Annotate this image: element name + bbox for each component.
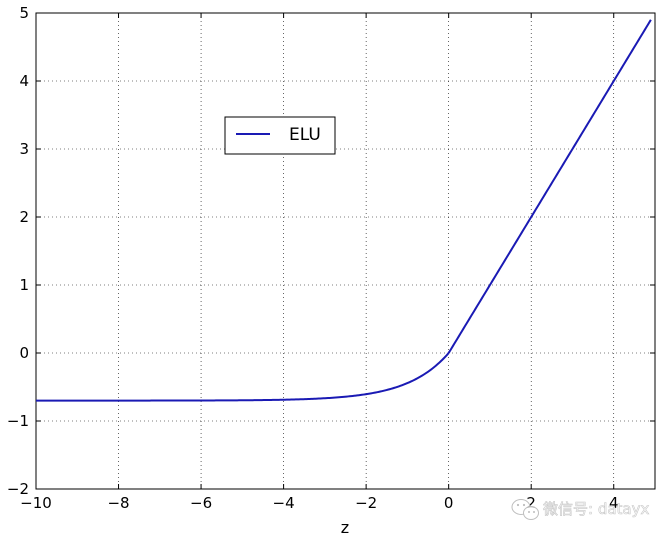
y-tick-label: 2	[19, 208, 29, 226]
x-tick-label: 2	[526, 494, 536, 512]
x-tick-label: 0	[444, 494, 454, 512]
x-axis-title: z	[341, 518, 349, 537]
legend-label-elu: ELU	[289, 125, 321, 145]
plot-frame	[35, 12, 656, 490]
watermark-text: 微信号: datayx	[543, 500, 649, 518]
watermark: 微信号: datayx	[511, 499, 650, 520]
x-tick-label: −10	[20, 494, 52, 512]
grid	[36, 13, 655, 489]
y-tick-label: −2	[7, 480, 29, 498]
y-tick-label: 0	[19, 344, 29, 362]
x-tick-label: −2	[355, 494, 377, 512]
x-tick-label: 4	[609, 494, 619, 512]
y-tick-label: 3	[19, 140, 29, 158]
wechat-icon	[511, 499, 539, 520]
series-layer	[36, 19, 652, 402]
series-line-elu	[36, 19, 652, 402]
x-tick-label: −4	[273, 494, 295, 512]
y-tick-label: 1	[19, 276, 29, 294]
y-tick-label: 4	[19, 72, 29, 90]
y-tick-label: −1	[7, 412, 29, 430]
y-tick-label: 5	[19, 4, 29, 22]
legend-box	[224, 116, 336, 155]
x-tick-label: −8	[107, 494, 129, 512]
x-tick-label: −6	[190, 494, 212, 512]
legend: ELU	[224, 116, 336, 155]
